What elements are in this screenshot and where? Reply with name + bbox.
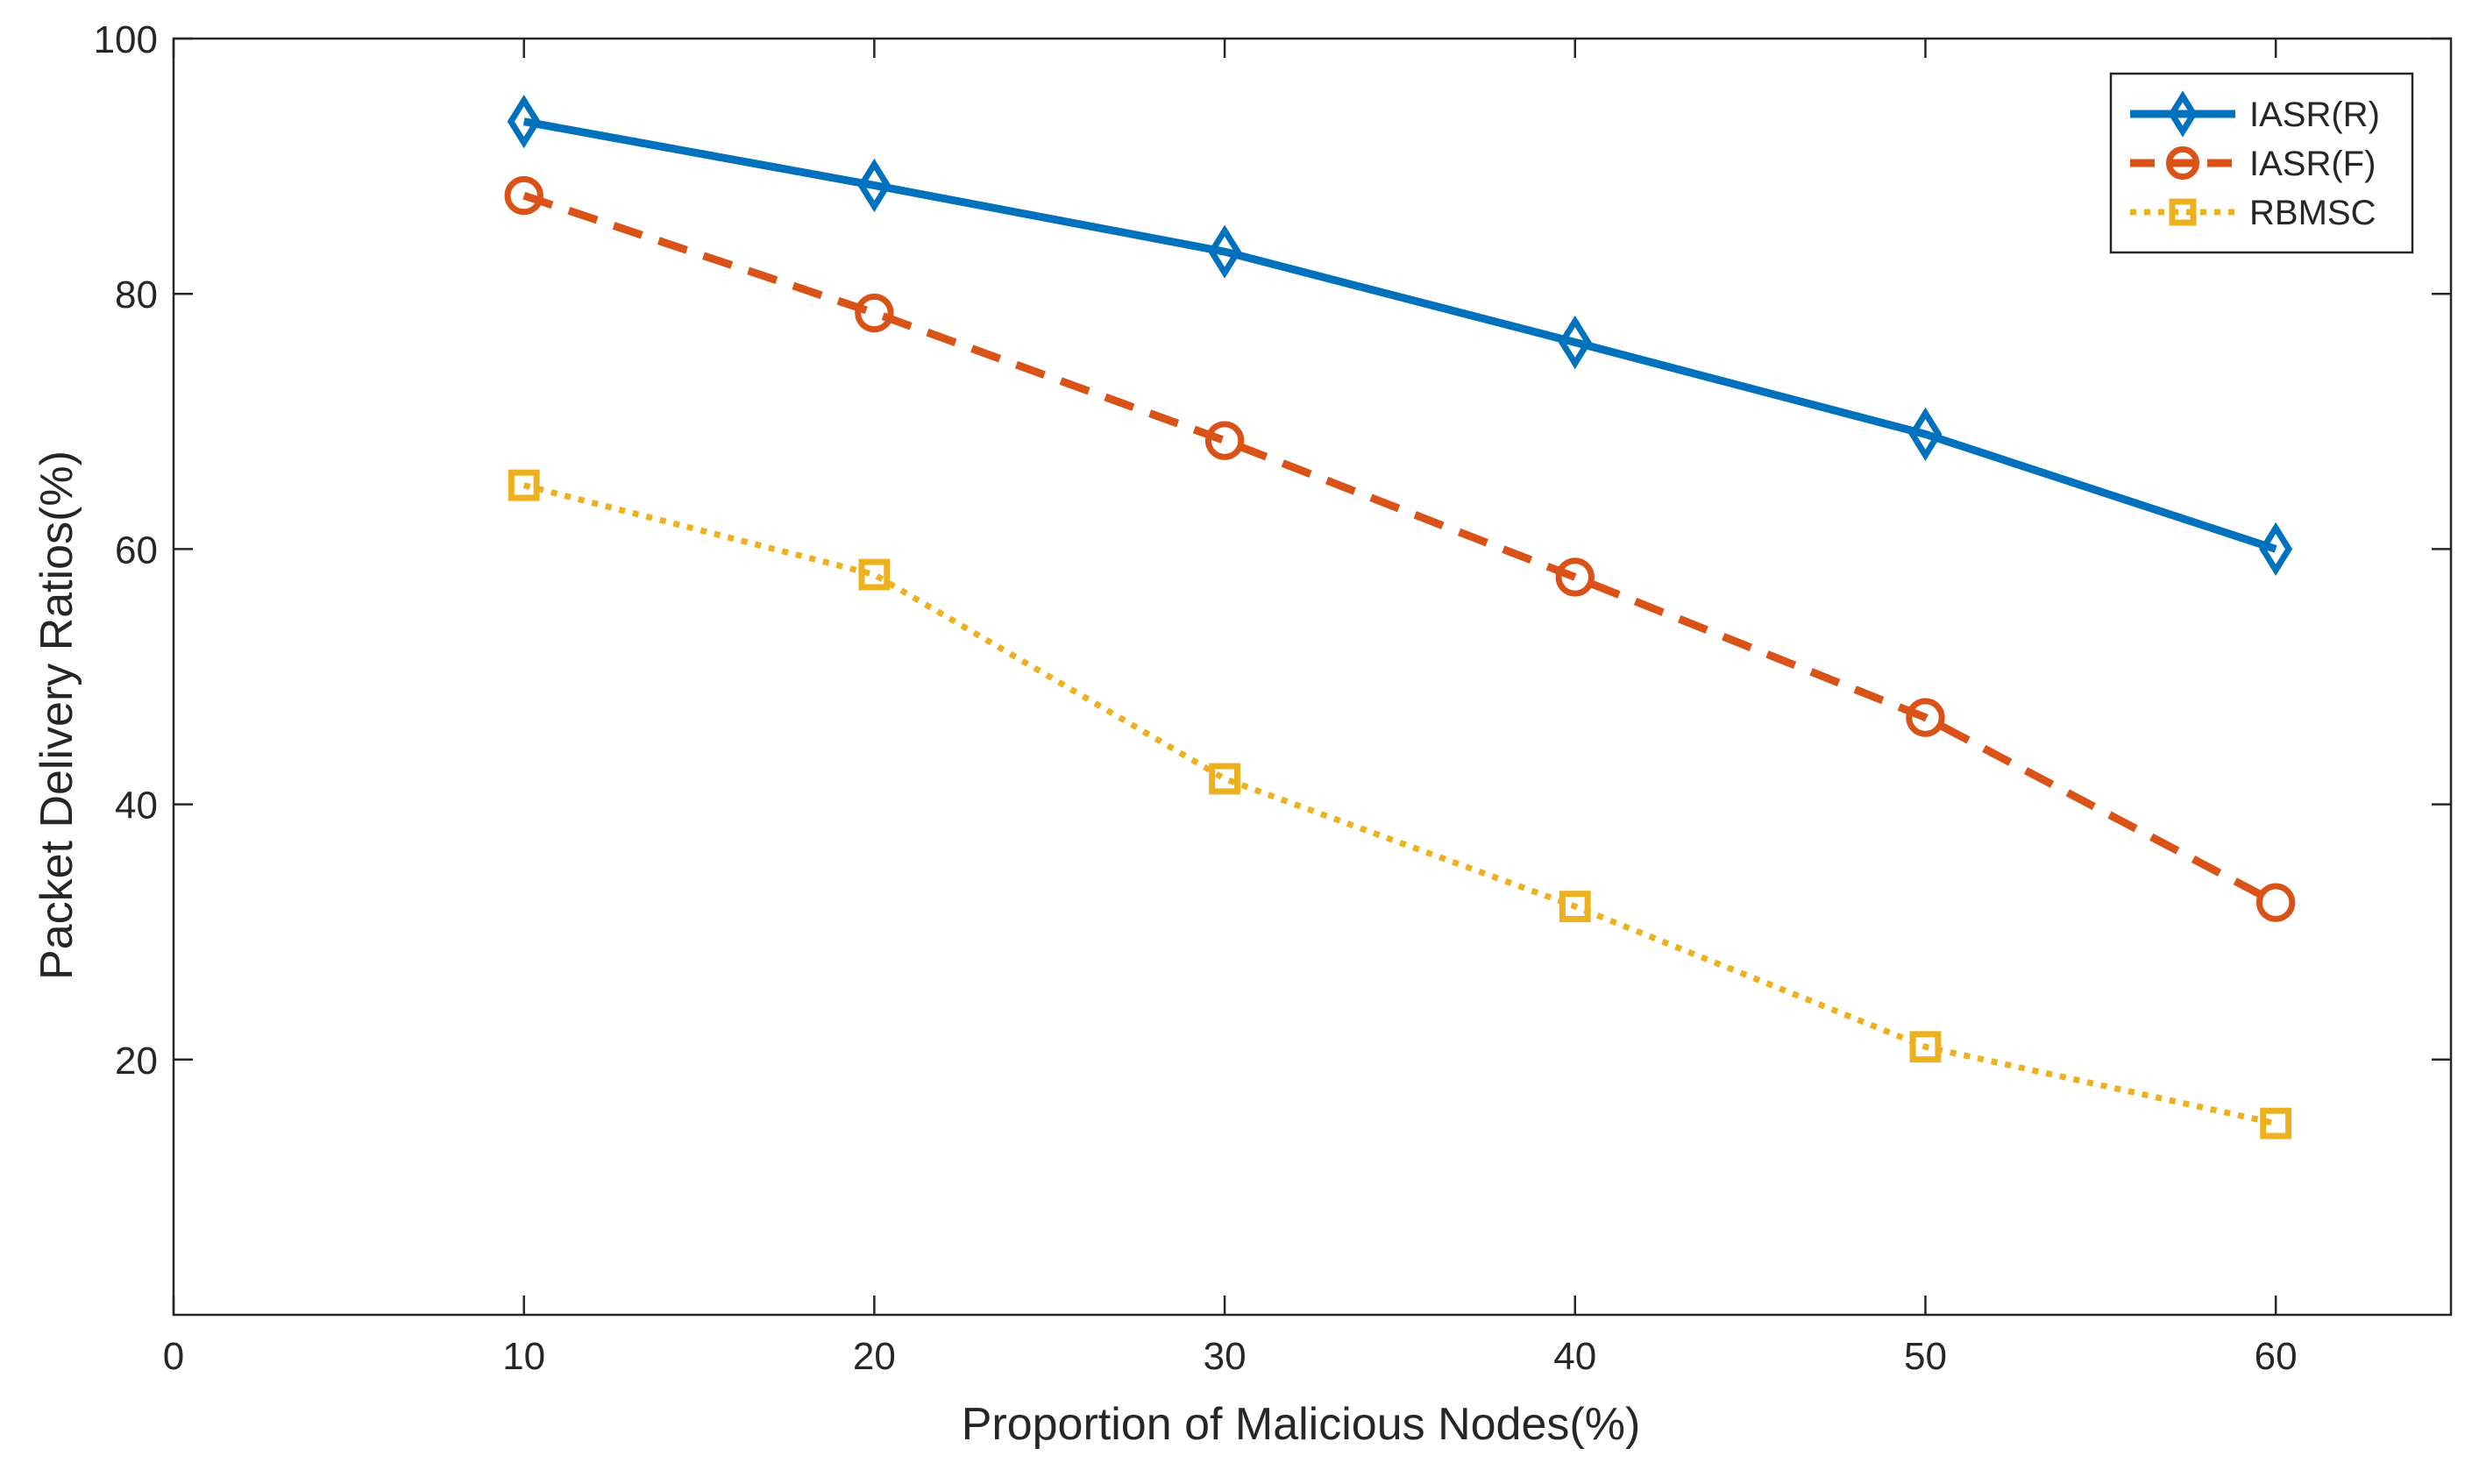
data-point-iasr-f [855, 293, 894, 333]
data-point-rbmsc [2260, 1107, 2292, 1140]
axes-box [172, 37, 2453, 1317]
data-point-rbmsc [508, 469, 540, 501]
data-point-iasr-r [507, 94, 541, 149]
x-axis-title: Proportion of Malicious Nodes(%) [962, 1399, 1641, 1450]
data-point-iasr-r [2259, 522, 2293, 577]
data-point-iasr-f [2255, 883, 2296, 922]
x-tick-label: 10 [502, 1335, 545, 1378]
x-tick-label: 40 [1553, 1335, 1596, 1378]
data-point-iasr-f [504, 175, 543, 216]
data-point-rbmsc [1559, 891, 1591, 922]
legend-marker-iasr-f [2165, 146, 2200, 181]
legend-label-iasr-r: IASR(R) [2249, 96, 2380, 134]
y-tick-label: 80 [115, 273, 158, 316]
data-point-rbmsc [1209, 763, 1240, 795]
legend-marker-iasr-r [2168, 90, 2198, 138]
legend-label-rbmsc: RBMSC [2249, 194, 2376, 232]
legend-box [2109, 72, 2414, 254]
data-point-iasr-r [1208, 224, 1242, 279]
legend-label-iasr-f: IASR(F) [2249, 145, 2376, 183]
x-tick-label: 60 [2255, 1335, 2298, 1378]
legend-marker-rbmsc [2169, 198, 2197, 226]
plot-area: 0 10 20 30 40 50 60 20 40 60 80 100 [94, 18, 2453, 1378]
y-tick-label: 40 [115, 785, 158, 827]
data-point-iasr-f [1555, 557, 1595, 597]
x-tick-label: 0 [163, 1335, 184, 1378]
series-line-iasr-f [522, 191, 2278, 906]
y-axis-title: Packet Delivery Ratios(%) [32, 451, 82, 980]
data-point-iasr-f [1906, 698, 1945, 737]
data-point-iasr-r [1908, 407, 1943, 462]
data-point-iasr-r [1558, 315, 1592, 370]
x-tick-label: 30 [1204, 1335, 1247, 1378]
x-tick-label: 20 [853, 1335, 896, 1378]
series-line-iasr-r [522, 117, 2277, 553]
x-tick-label: 50 [1904, 1335, 1947, 1378]
y-tick-label: 20 [115, 1040, 158, 1083]
data-point-iasr-r [857, 158, 891, 213]
y-tick-label: 100 [94, 18, 158, 61]
data-point-rbmsc [1909, 1031, 1942, 1063]
data-point-iasr-f [1204, 421, 1245, 460]
y-tick-label: 60 [115, 529, 158, 572]
data-point-rbmsc [858, 558, 891, 591]
legend: IASR(R) IASR(F) RBMSC [2109, 72, 2414, 254]
